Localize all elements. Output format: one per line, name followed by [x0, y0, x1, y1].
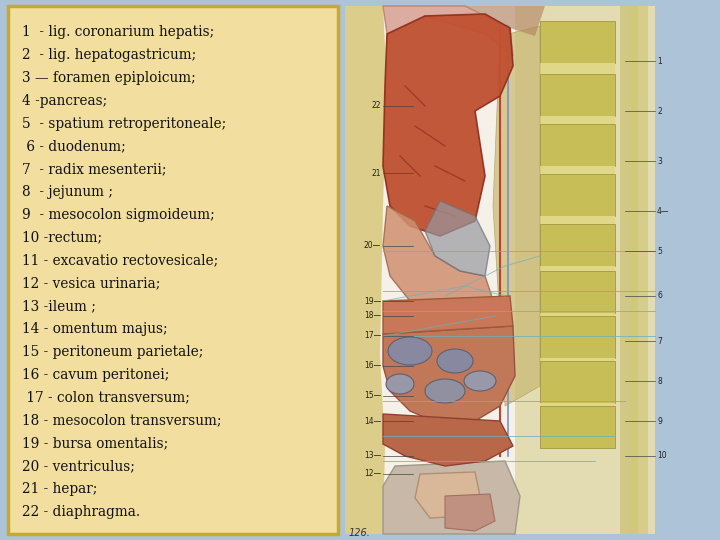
- Polygon shape: [383, 6, 513, 56]
- Bar: [540, 403, 615, 417]
- Text: 126.: 126.: [349, 528, 371, 538]
- Text: 16 - cavum peritonei;: 16 - cavum peritonei;: [22, 368, 169, 382]
- Text: 13 -ileum ;: 13 -ileum ;: [22, 299, 96, 313]
- Polygon shape: [383, 326, 515, 426]
- Polygon shape: [383, 414, 513, 466]
- Polygon shape: [515, 6, 655, 534]
- Bar: [540, 313, 615, 327]
- Text: 5  - spatium retroperitoneale;: 5 - spatium retroperitoneale;: [22, 117, 226, 131]
- Bar: [540, 316, 615, 358]
- Text: 17—: 17—: [364, 332, 381, 341]
- Text: 21: 21: [372, 168, 381, 178]
- Ellipse shape: [425, 379, 465, 403]
- Bar: [540, 166, 615, 180]
- Bar: [540, 216, 615, 230]
- Text: 15 - peritoneum parietale;: 15 - peritoneum parietale;: [22, 345, 203, 359]
- Text: 16—: 16—: [364, 361, 381, 370]
- Text: 4 -pancreas;: 4 -pancreas;: [22, 94, 107, 108]
- Text: 4—: 4—: [657, 206, 670, 215]
- Polygon shape: [383, 461, 520, 534]
- Bar: [540, 358, 615, 372]
- Polygon shape: [383, 206, 495, 326]
- Text: 8  - jejunum ;: 8 - jejunum ;: [22, 185, 113, 199]
- Bar: [620, 6, 638, 534]
- Text: 22 - diaphragma.: 22 - diaphragma.: [22, 504, 140, 518]
- Bar: [540, 124, 615, 166]
- Ellipse shape: [388, 337, 432, 365]
- Bar: [540, 271, 615, 313]
- Bar: [540, 21, 615, 63]
- Text: 7: 7: [657, 336, 662, 346]
- Bar: [540, 63, 615, 77]
- Bar: [540, 406, 615, 448]
- Text: 12—: 12—: [364, 469, 381, 478]
- Text: 20 - ventriculus;: 20 - ventriculus;: [22, 459, 135, 473]
- Ellipse shape: [386, 374, 414, 394]
- Text: 5: 5: [657, 246, 662, 255]
- Bar: [540, 266, 615, 280]
- Bar: [630, 6, 648, 534]
- Bar: [540, 116, 615, 130]
- Text: 8: 8: [657, 376, 662, 386]
- Text: 14—: 14—: [364, 416, 381, 426]
- Text: 15—: 15—: [364, 392, 381, 401]
- Text: 21 - hepar;: 21 - hepar;: [22, 482, 97, 496]
- Polygon shape: [425, 201, 490, 276]
- Bar: [540, 361, 615, 403]
- Text: 19—: 19—: [364, 296, 381, 306]
- Polygon shape: [383, 296, 513, 334]
- Text: 19 - bursa omentalis;: 19 - bursa omentalis;: [22, 436, 168, 450]
- Polygon shape: [445, 494, 495, 531]
- Text: 17 - colon transversum;: 17 - colon transversum;: [22, 390, 190, 404]
- Text: 18—: 18—: [364, 312, 381, 321]
- Bar: [540, 224, 615, 266]
- Ellipse shape: [437, 349, 473, 373]
- Text: 11 - excavatio rectovesicale;: 11 - excavatio rectovesicale;: [22, 254, 218, 268]
- Polygon shape: [493, 26, 540, 406]
- Text: 9: 9: [657, 416, 662, 426]
- Text: 1: 1: [657, 57, 662, 65]
- Text: 18 - mesocolon transversum;: 18 - mesocolon transversum;: [22, 413, 222, 427]
- Text: 1  - lig. coronarium hepatis;: 1 - lig. coronarium hepatis;: [22, 25, 215, 39]
- Text: 3 — foramen epiploicum;: 3 — foramen epiploicum;: [22, 71, 196, 85]
- Text: 7  - radix mesenterii;: 7 - radix mesenterii;: [22, 163, 166, 177]
- Text: 10 -rectum;: 10 -rectum;: [22, 231, 102, 245]
- Text: 12 - vesica urinaria;: 12 - vesica urinaria;: [22, 276, 161, 291]
- Text: 13—: 13—: [364, 451, 381, 461]
- Text: 14 - omentum majus;: 14 - omentum majus;: [22, 322, 168, 336]
- Bar: [8, 6, 338, 534]
- Text: 2: 2: [657, 106, 662, 116]
- Text: 10: 10: [657, 451, 667, 461]
- Text: 22: 22: [372, 102, 381, 111]
- Ellipse shape: [464, 371, 496, 391]
- Polygon shape: [345, 6, 387, 534]
- Bar: [540, 74, 615, 116]
- Text: 20—: 20—: [364, 241, 381, 251]
- Text: 6 - duodenum;: 6 - duodenum;: [22, 139, 126, 153]
- Text: 2  - lig. hepatogastricum;: 2 - lig. hepatogastricum;: [22, 48, 197, 62]
- Polygon shape: [415, 472, 480, 518]
- Bar: [345, 6, 655, 534]
- Text: 3: 3: [657, 157, 662, 165]
- Polygon shape: [383, 14, 513, 236]
- Text: 6: 6: [657, 292, 662, 300]
- Polygon shape: [465, 6, 545, 36]
- Bar: [540, 174, 615, 216]
- Text: 9  - mesocolon sigmoideum;: 9 - mesocolon sigmoideum;: [22, 208, 215, 222]
